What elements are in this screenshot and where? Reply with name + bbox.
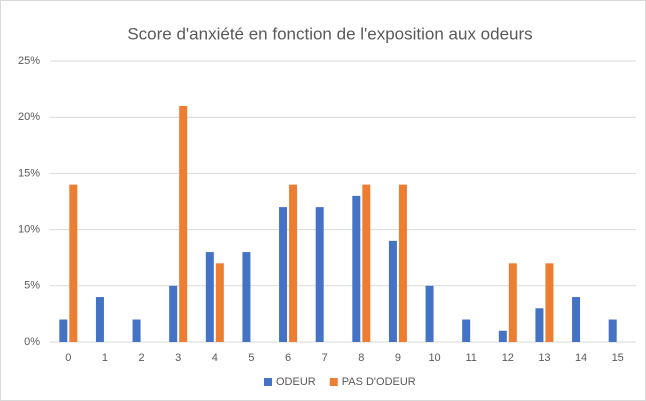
- y-tick-label: 25%: [18, 55, 40, 67]
- bar: [289, 184, 298, 342]
- legend-label: ODEUR: [276, 376, 316, 388]
- x-tick-label: 5: [248, 352, 254, 364]
- bar: [498, 330, 507, 342]
- x-tick-label: 7: [322, 352, 328, 364]
- bar: [352, 195, 361, 342]
- bar: [59, 319, 68, 342]
- x-tick-label: 14: [575, 352, 587, 364]
- x-tick-label: 11: [465, 352, 476, 364]
- bar: [315, 207, 324, 342]
- bar: [535, 308, 544, 342]
- bar: [215, 263, 224, 342]
- bar: [545, 263, 554, 342]
- y-tick-label: 15%: [18, 167, 40, 179]
- bar: [462, 319, 471, 342]
- bar: [95, 297, 104, 342]
- x-tick-label: 13: [538, 352, 550, 364]
- bar: [169, 285, 178, 342]
- bar: [205, 252, 214, 342]
- y-tick-label: 0%: [24, 336, 40, 348]
- legend-label: PAS D'ODEUR: [342, 376, 416, 388]
- x-tick-label: 12: [502, 352, 514, 364]
- bar: [388, 240, 397, 342]
- x-tick-label: 3: [175, 352, 181, 364]
- chart-title: Score d'anxiété en fonction de l'exposit…: [127, 24, 532, 43]
- x-tick-label: 1: [102, 352, 108, 364]
- x-tick-label: 9: [395, 352, 401, 364]
- x-tick-label: 4: [212, 352, 218, 364]
- x-tick-label: 6: [285, 352, 291, 364]
- bar: [242, 252, 251, 342]
- bar: [425, 285, 434, 342]
- y-tick-label: 20%: [18, 111, 40, 123]
- x-tick-label: 15: [612, 352, 624, 364]
- bar: [179, 105, 188, 343]
- legend-swatch: [329, 378, 338, 386]
- y-tick-label: 5%: [24, 280, 40, 292]
- x-tick-label: 8: [358, 352, 364, 364]
- bar: [279, 207, 288, 342]
- bar: [508, 263, 517, 342]
- bar: [362, 184, 371, 342]
- bar: [132, 319, 141, 342]
- legend-swatch: [264, 378, 272, 386]
- bar: [572, 297, 581, 342]
- x-tick-label: 10: [428, 352, 440, 364]
- y-tick-label: 10%: [18, 224, 40, 236]
- bar: [608, 319, 617, 342]
- bar: [398, 184, 407, 342]
- x-tick-label: 2: [139, 352, 145, 364]
- bar: [69, 184, 78, 342]
- x-tick-label: 0: [65, 352, 71, 364]
